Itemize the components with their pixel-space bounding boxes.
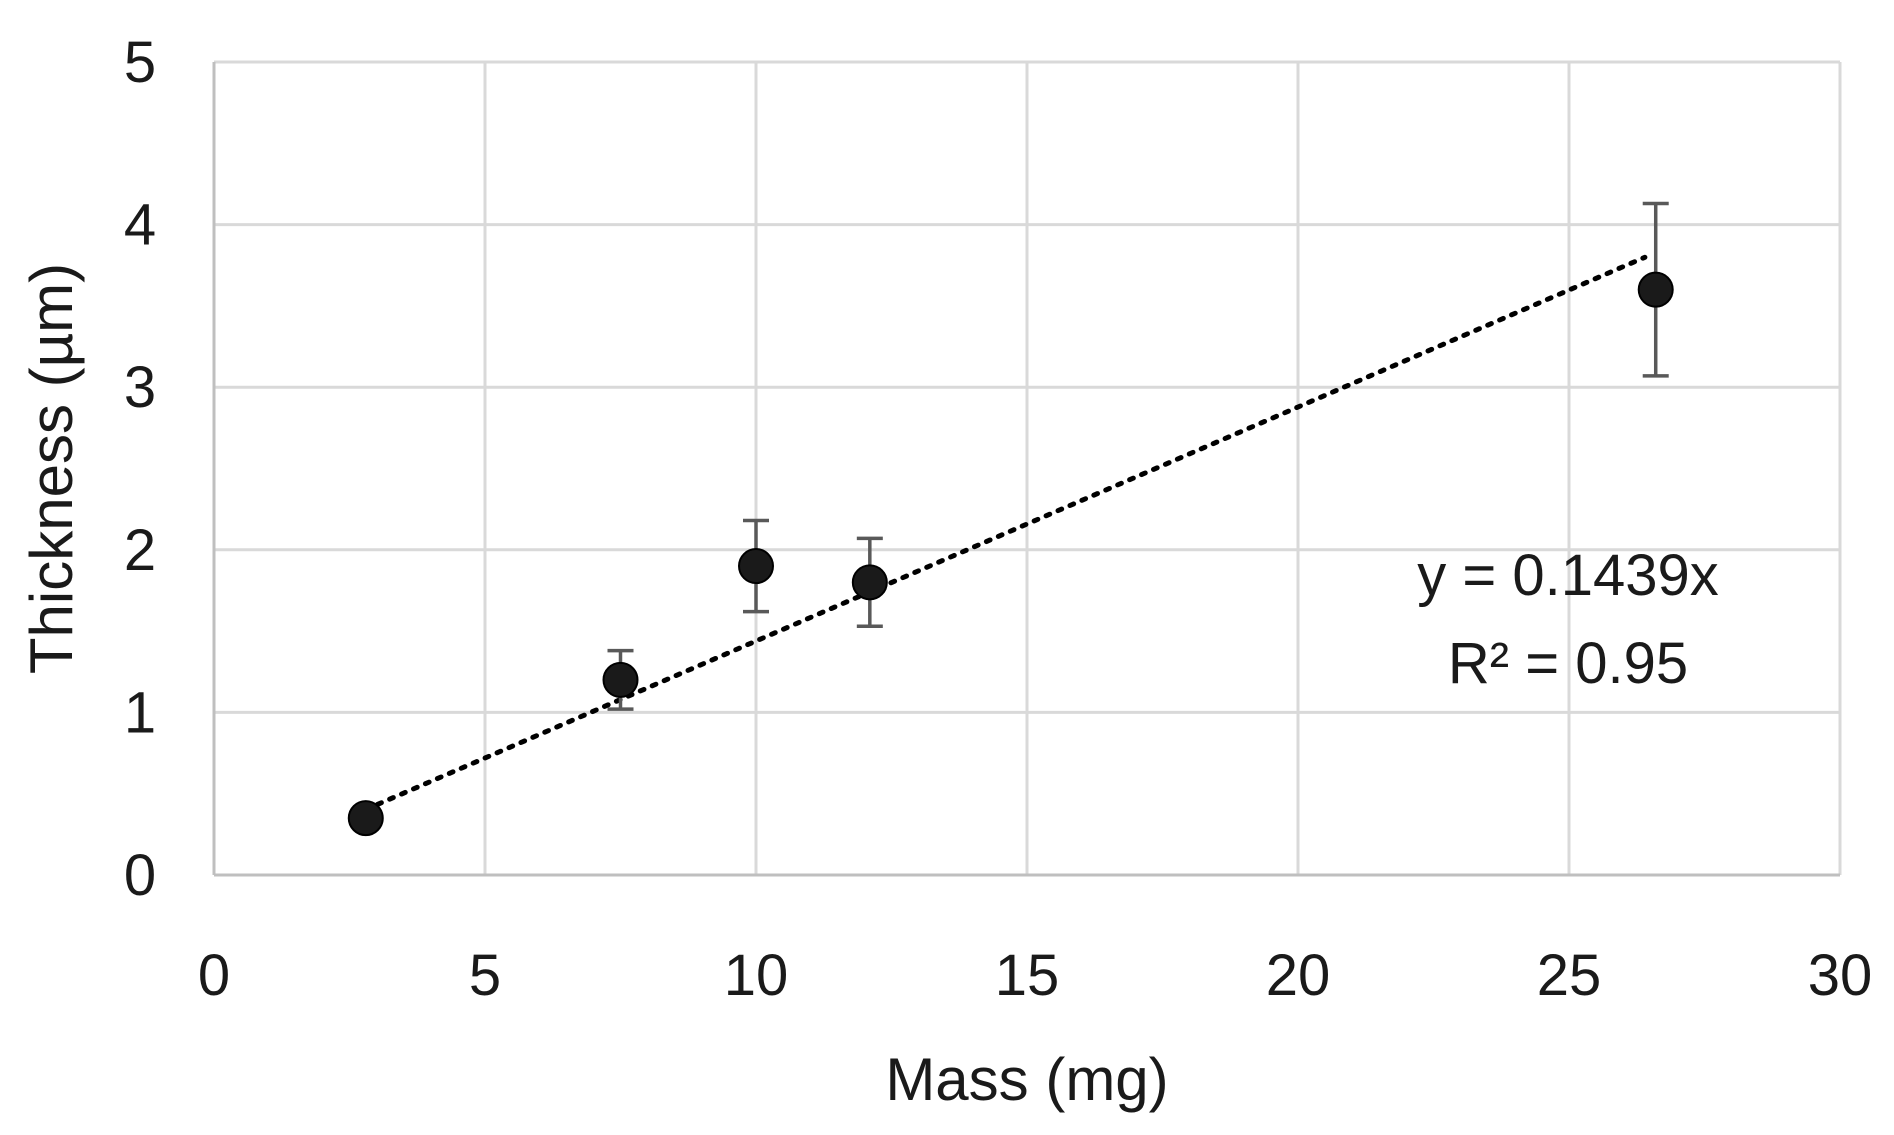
y-axis-ticks: 0 1 2 3 4 5	[124, 30, 156, 908]
trendline-equation: y = 0.1439x	[1417, 543, 1719, 608]
x-tick-label: 25	[1537, 943, 1602, 1008]
plot-border	[212, 62, 1840, 877]
x-tick-label: 20	[1266, 943, 1331, 1008]
y-tick-label: 5	[124, 30, 156, 95]
data-point	[602, 661, 639, 698]
data-point	[1637, 271, 1674, 308]
x-axis-ticks: 0 5 10 15 20 25 30	[198, 943, 1872, 1008]
data-points	[347, 271, 1674, 837]
y-tick-label: 0	[124, 843, 156, 908]
y-tick-label: 1	[124, 680, 156, 745]
trendline	[363, 254, 1648, 812]
y-tick-label: 3	[124, 355, 156, 420]
y-tick-label: 2	[124, 518, 156, 583]
y-axis-title: Thickness (µm)	[18, 263, 85, 674]
data-point	[851, 564, 888, 601]
x-tick-label: 0	[198, 943, 230, 1008]
x-tick-label: 5	[469, 943, 501, 1008]
data-point	[347, 800, 384, 837]
y-tick-label: 4	[124, 193, 156, 258]
x-tick-label: 10	[724, 943, 789, 1008]
grid	[212, 60, 1842, 877]
x-tick-label: 15	[995, 943, 1060, 1008]
data-point	[738, 548, 774, 585]
trendline-group	[363, 254, 1648, 812]
x-tick-label: 30	[1808, 943, 1873, 1008]
x-axis-title: Mass (mg)	[885, 1046, 1168, 1113]
r-squared-label: R² = 0.95	[1448, 631, 1688, 696]
